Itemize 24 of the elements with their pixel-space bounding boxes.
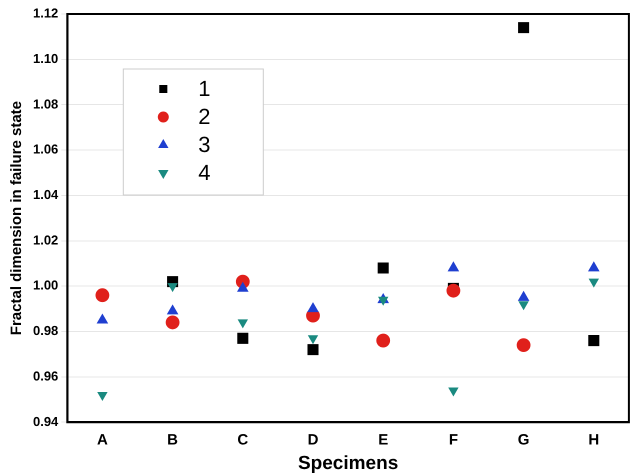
y-tick-label: 0.98 bbox=[32, 323, 58, 338]
x-axis-title: Specimens bbox=[298, 452, 398, 474]
y-tick-label: 0.94 bbox=[32, 414, 60, 429]
x-tick-label: B bbox=[167, 431, 178, 448]
x-tick-label: D bbox=[308, 431, 319, 448]
legend-label: 4 bbox=[198, 160, 211, 186]
legend-label: 1 bbox=[198, 76, 211, 102]
legend-label: 3 bbox=[198, 132, 211, 158]
y-tick-label: 1.08 bbox=[32, 96, 58, 112]
y-tick-label: 0.96 bbox=[32, 368, 58, 384]
x-tick-label: A bbox=[96, 431, 108, 448]
x-tick-label: F bbox=[448, 431, 458, 448]
x-tick-label: C bbox=[237, 431, 248, 448]
y-tick-label: 1.10 bbox=[32, 50, 58, 66]
y-tick-label: 1.04 bbox=[32, 187, 60, 202]
x-tick-label: E bbox=[378, 431, 388, 448]
y-tick-label: 1.02 bbox=[32, 232, 58, 248]
x-tick-label: H bbox=[588, 431, 600, 448]
y-tick-label: 1.12 bbox=[32, 6, 58, 21]
y-tick-label: 1.00 bbox=[32, 278, 58, 293]
y-tick-label: 1.06 bbox=[32, 142, 58, 157]
legend-label: 2 bbox=[198, 104, 211, 130]
y-axis-title: Fractal dimension in failure state bbox=[8, 100, 26, 336]
x-tick-label: G bbox=[518, 431, 530, 448]
